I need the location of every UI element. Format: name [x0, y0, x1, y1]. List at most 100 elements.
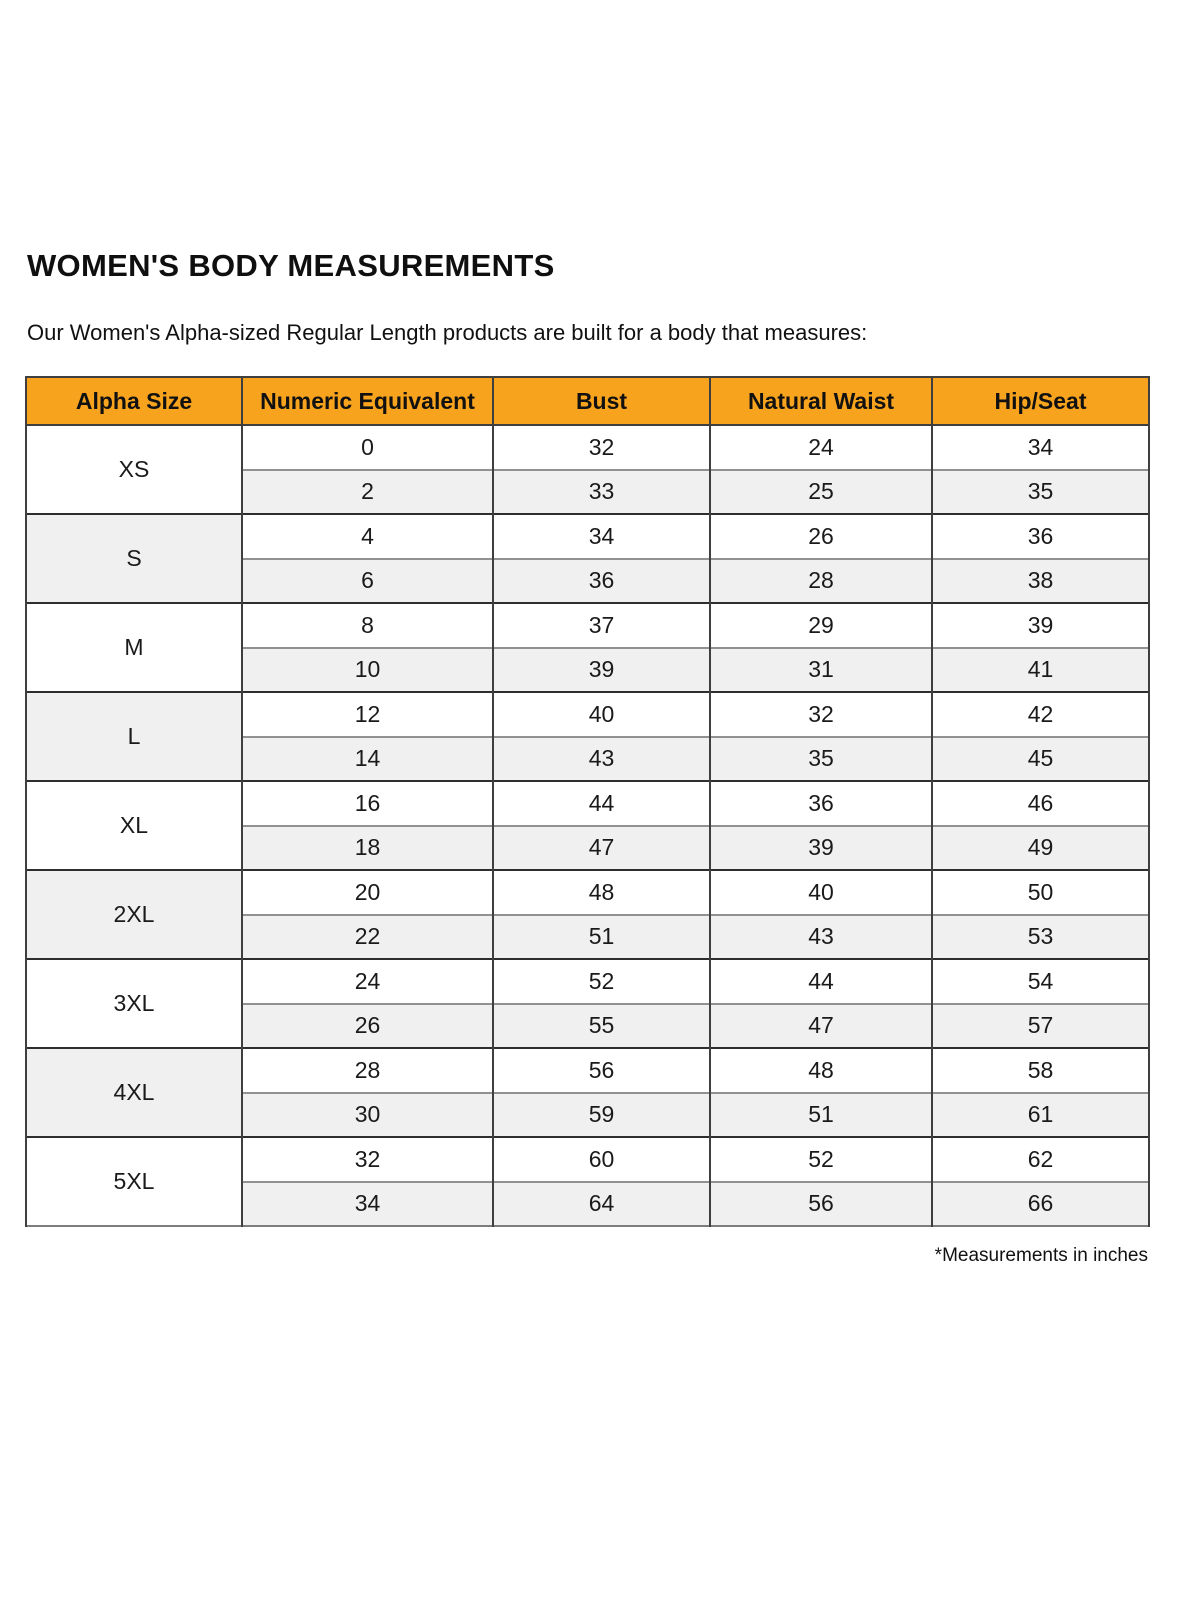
column-header-numeric-equivalent: Numeric Equivalent — [241, 376, 494, 426]
numeric-value-cell: 22 — [241, 913, 494, 959]
table-body: XS 0 32 24 34 2 33 25 35 S 4 34 26 36 6 36 28 38 M 8 37 29 39 1… — [25, 424, 1150, 1226]
page-title: WOMEN'S BODY MEASUREMENTS — [27, 248, 555, 283]
numeric-value-cell: 32 — [241, 1136, 494, 1182]
waist-value-cell: 43 — [709, 913, 933, 959]
alpha-size-cell: 2XL — [25, 869, 243, 959]
table-row: XS 0 32 24 34 — [25, 424, 1150, 514]
numeric-value-cell: 20 — [241, 869, 494, 915]
bust-value-cell: 40 — [492, 691, 711, 737]
numeric-value-cell: 16 — [241, 780, 494, 826]
numeric-value-cell: 4 — [241, 513, 494, 559]
measurements-footnote: *Measurements in inches — [934, 1245, 1148, 1266]
table-row: S 4 34 26 36 — [25, 513, 1150, 603]
table-row: 18 47 39 49 — [26, 824, 1150, 870]
alpha-size-cell: XS — [25, 424, 243, 514]
waist-value-cell: 47 — [709, 1002, 933, 1048]
numeric-value-cell: 2 — [241, 468, 494, 514]
hip-value-cell: 62 — [931, 1136, 1150, 1182]
hip-value-cell: 38 — [931, 557, 1150, 603]
alpha-size-cell: XL — [25, 780, 243, 870]
numeric-value-cell: 10 — [241, 646, 494, 692]
table-row: 4XL 28 56 48 58 — [25, 1047, 1150, 1137]
table-row: 5XL 32 60 52 62 — [25, 1136, 1150, 1226]
bust-value-cell: 33 — [492, 468, 711, 514]
bust-value-cell: 39 — [492, 646, 711, 692]
hip-value-cell: 45 — [931, 735, 1150, 781]
bust-value-cell: 36 — [492, 557, 711, 603]
numeric-value-cell: 8 — [241, 602, 494, 648]
table-row: 2XL 20 48 40 50 — [25, 869, 1150, 959]
waist-value-cell: 28 — [709, 557, 933, 603]
bust-value-cell: 32 — [492, 424, 711, 470]
bust-value-cell: 52 — [492, 958, 711, 1004]
table-row: 14 43 35 45 — [26, 735, 1150, 781]
numeric-value-cell: 0 — [241, 424, 494, 470]
numeric-value-cell: 28 — [241, 1047, 494, 1093]
waist-value-cell: 35 — [709, 735, 933, 781]
table-row: L 12 40 32 42 — [25, 691, 1150, 781]
waist-value-cell: 32 — [709, 691, 933, 737]
waist-value-cell: 31 — [709, 646, 933, 692]
bust-value-cell: 55 — [492, 1002, 711, 1048]
alpha-size-cell: M — [25, 602, 243, 692]
womens-body-measurements-table: Alpha Size Numeric Equivalent Bust Natural … — [25, 376, 1150, 1227]
waist-value-cell: 29 — [709, 602, 933, 648]
hip-value-cell: 35 — [931, 468, 1150, 514]
hip-value-cell: 42 — [931, 691, 1150, 737]
waist-value-cell: 36 — [709, 780, 933, 826]
bust-value-cell: 47 — [492, 824, 711, 870]
waist-value-cell: 25 — [709, 468, 933, 514]
waist-value-cell: 39 — [709, 824, 933, 870]
bust-value-cell: 43 — [492, 735, 711, 781]
table-row: M 8 37 29 39 — [25, 602, 1150, 692]
table-header: Alpha Size Numeric Equivalent Bust Natural … — [25, 376, 1150, 426]
numeric-value-cell: 26 — [241, 1002, 494, 1048]
column-header-alpha-size: Alpha Size — [25, 376, 243, 426]
bust-value-cell: 44 — [492, 780, 711, 826]
bust-value-cell: 59 — [492, 1091, 711, 1137]
numeric-value-cell: 30 — [241, 1091, 494, 1137]
table-header-row: Alpha Size Numeric Equivalent Bust Natural … — [25, 376, 1150, 426]
page-subtitle: Our Women's Alpha-sized Regular Length p… — [27, 320, 868, 345]
hip-value-cell: 57 — [931, 1002, 1150, 1048]
table-row: 22 51 43 53 — [26, 913, 1150, 959]
bust-value-cell: 48 — [492, 869, 711, 915]
table-row: XL 16 44 36 46 — [25, 780, 1150, 870]
hip-value-cell: 39 — [931, 602, 1150, 648]
bust-value-cell: 51 — [492, 913, 711, 959]
waist-value-cell: 48 — [709, 1047, 933, 1093]
waist-value-cell: 40 — [709, 869, 933, 915]
numeric-value-cell: 12 — [241, 691, 494, 737]
alpha-size-cell: 4XL — [25, 1047, 243, 1137]
numeric-value-cell: 18 — [241, 824, 494, 870]
column-header-natural-waist: Natural Waist — [709, 376, 933, 426]
hip-value-cell: 36 — [931, 513, 1150, 559]
numeric-value-cell: 6 — [241, 557, 494, 603]
hip-value-cell: 58 — [931, 1047, 1150, 1093]
hip-value-cell: 53 — [931, 913, 1150, 959]
hip-value-cell: 34 — [931, 424, 1150, 470]
hip-value-cell: 46 — [931, 780, 1150, 826]
hip-value-cell: 61 — [931, 1091, 1150, 1137]
table-row: 34 64 56 66 — [26, 1180, 1150, 1226]
waist-value-cell: 51 — [709, 1091, 933, 1137]
bust-value-cell: 56 — [492, 1047, 711, 1093]
table-row: 2 33 25 35 — [26, 468, 1150, 514]
table-row: 30 59 51 61 — [26, 1091, 1150, 1137]
waist-value-cell: 24 — [709, 424, 933, 470]
hip-value-cell: 50 — [931, 869, 1150, 915]
bust-value-cell: 34 — [492, 513, 711, 559]
hip-value-cell: 66 — [931, 1180, 1150, 1226]
alpha-size-cell: S — [25, 513, 243, 603]
numeric-value-cell: 24 — [241, 958, 494, 1004]
table-row: 3XL 24 52 44 54 — [25, 958, 1150, 1048]
hip-value-cell: 54 — [931, 958, 1150, 1004]
alpha-size-cell: L — [25, 691, 243, 781]
column-header-hip-seat: Hip/Seat — [931, 376, 1150, 426]
table-row: 10 39 31 41 — [26, 646, 1150, 692]
table-row: 26 55 47 57 — [26, 1002, 1150, 1048]
waist-value-cell: 44 — [709, 958, 933, 1004]
waist-value-cell: 52 — [709, 1136, 933, 1182]
hip-value-cell: 41 — [931, 646, 1150, 692]
